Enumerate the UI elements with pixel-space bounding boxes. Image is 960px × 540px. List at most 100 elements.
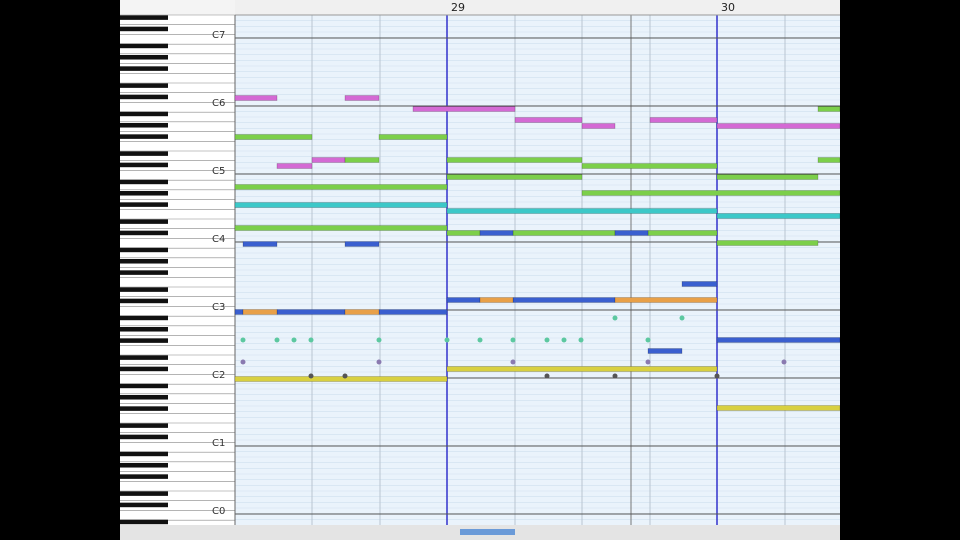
event-dot (342, 373, 348, 379)
black-key (120, 406, 168, 411)
black-key (120, 519, 168, 525)
black-key (120, 94, 168, 100)
black-key (120, 287, 168, 292)
octave-label: C1 (212, 438, 225, 449)
black-key (120, 259, 168, 264)
black-key (120, 327, 168, 332)
black-key (120, 451, 168, 457)
black-key (120, 26, 168, 32)
note (234, 309, 244, 315)
note (344, 309, 380, 315)
event-dot (510, 337, 516, 343)
note (649, 117, 718, 123)
black-key (120, 423, 168, 428)
event-dot (291, 337, 297, 343)
note (344, 157, 380, 163)
note (716, 405, 841, 411)
black-key (120, 491, 168, 496)
note (817, 106, 841, 112)
measure-label: 29 (451, 1, 465, 14)
event-dot (444, 337, 450, 343)
note (614, 297, 718, 303)
event-dot (240, 359, 246, 365)
event-dot (544, 337, 550, 343)
note (581, 190, 841, 196)
note (581, 163, 718, 169)
black-key (120, 191, 168, 196)
event-dot (679, 315, 685, 321)
octave-label: C2 (212, 370, 225, 381)
event-dot (781, 359, 787, 365)
black-key (120, 134, 168, 139)
note (234, 184, 448, 190)
note (647, 348, 683, 354)
note (716, 240, 819, 246)
black-key (120, 162, 168, 168)
event-dot (612, 373, 618, 379)
note (716, 213, 841, 219)
event-dot (578, 337, 584, 343)
note (512, 230, 616, 236)
black-key (120, 474, 168, 479)
note (716, 123, 841, 129)
note (446, 366, 718, 372)
scroll-thumb[interactable] (460, 529, 515, 535)
note (311, 157, 346, 163)
black-key (120, 219, 168, 224)
note (234, 95, 278, 101)
black-key (120, 395, 168, 400)
event-dot (376, 337, 382, 343)
note (514, 117, 583, 123)
note (344, 95, 380, 101)
black-key (120, 55, 168, 60)
black-key (120, 366, 168, 372)
black-key (120, 298, 168, 304)
note (378, 309, 448, 315)
note (716, 337, 841, 343)
octave-label: C4 (212, 234, 225, 245)
octave-label: C7 (212, 30, 225, 41)
black-key (120, 355, 168, 360)
octave-label: C5 (212, 166, 225, 177)
black-key (120, 202, 168, 207)
event-dot (240, 337, 246, 343)
note (512, 297, 616, 303)
note (581, 123, 616, 129)
black-key (120, 151, 168, 156)
note (817, 157, 841, 163)
note (378, 134, 448, 140)
event-dot (376, 359, 382, 365)
black-key (120, 315, 168, 321)
note (242, 241, 278, 247)
black-key (120, 230, 168, 236)
event-dot (308, 373, 314, 379)
note (479, 297, 514, 303)
octave-label: C3 (212, 302, 225, 313)
ruler[interactable] (235, 0, 840, 15)
black-key (120, 270, 168, 275)
event-dot (510, 359, 516, 365)
black-key (120, 463, 168, 468)
octave-label: C0 (212, 506, 225, 517)
keyboard[interactable]: C7 C6 C5 C4 C3 C2 C1 C0 (120, 14, 236, 525)
black-key (120, 434, 168, 440)
event-dot (274, 337, 280, 343)
black-key (120, 383, 168, 389)
note (446, 208, 718, 214)
note (276, 309, 346, 315)
note (614, 230, 649, 236)
black-key (120, 111, 168, 117)
black-key (120, 43, 168, 49)
notes (234, 95, 841, 411)
black-key (120, 338, 168, 343)
note (234, 376, 448, 382)
black-key (120, 66, 168, 71)
note (234, 134, 313, 140)
event-dot (714, 373, 720, 379)
event-dot (561, 337, 567, 343)
event-dot (612, 315, 618, 321)
note (446, 230, 481, 236)
event-dot (477, 337, 483, 343)
black-key (120, 15, 168, 20)
